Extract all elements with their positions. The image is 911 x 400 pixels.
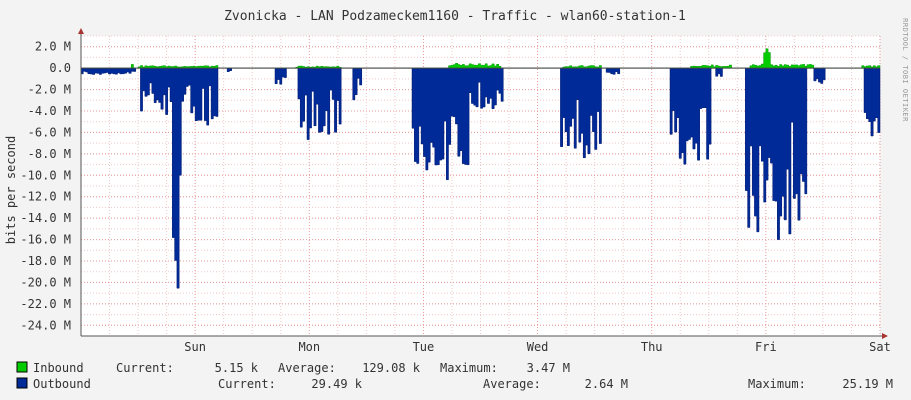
legend-inbound-maximum: 3.47 M [527,361,570,375]
x-tick-label: Mon [298,340,320,354]
x-tick-label: Wed [527,340,549,354]
y-tick-label: 0.0 [49,61,71,75]
legend-outbound-average: 2.64 M [585,377,628,391]
y-tick-label: -2.0 M [28,83,71,97]
y-tick-label: -8.0 M [28,147,71,161]
y-tick-label: -16.0 M [20,233,71,247]
legend-current-label: Current: [218,377,276,391]
x-tick-label: Sun [184,340,206,354]
y-tick-label: -6.0 M [28,125,71,139]
y-tick-label: -24.0 M [20,318,71,332]
y-tick-label: -12.0 M [20,190,71,204]
y-tick-label: -4.0 M [28,104,71,118]
legend-maximum-label: Maximum: [440,361,498,375]
x-tick-label: Fri [755,340,777,354]
y-tick-label: -22.0 M [20,297,71,311]
y-tick-label: -10.0 M [20,168,71,182]
y-tick-label: -20.0 M [20,275,71,289]
legend-label-inbound: Inbound [33,361,84,375]
x-tick-label: Tue [413,340,435,354]
legend-inbound-average: 129.08 k [362,361,421,375]
legend-label-outbound: Outbound [33,377,91,391]
chart-title: Zvonicka - LAN Podzameckem1160 - Traffic… [224,9,686,24]
x-axis-arrow [882,333,888,339]
legend-swatch-inbound [16,361,28,373]
y-axis-arrow [78,28,84,34]
series-inbound-area [80,48,881,69]
legend-average-label: Average: [278,361,336,375]
legend-maximum-label: Maximum: [748,377,806,391]
legend-outbound-current: 29.49 k [311,377,362,391]
legend: Inbound Current: 5.15 k Average: 129.08 k Max… [16,361,893,391]
y-tick-label: -18.0 M [20,254,71,268]
series-areas [80,48,881,289]
legend-current-label: Current: [116,361,174,375]
y-tick-label: -14.0 M [20,211,71,225]
x-tick-label: Sat [869,340,891,354]
legend-outbound-maximum: 25.19 M [842,377,893,391]
x-tick-labels: Sun Mon Tue Wed Thu Fri Sat [184,340,891,354]
watermark: RRDTOOL / TOBI OETIKER [901,18,909,122]
y-axis-label: bits per second [4,136,18,244]
series-outbound-area [80,67,881,289]
legend-inbound-current: 5.15 k [215,361,259,375]
legend-average-label: Average: [483,377,541,391]
y-tick-labels: 2.0 M 0.0 -2.0 M -4.0 M -6.0 M -8.0 M -10.0 M -… [20,40,71,333]
axes [78,28,888,339]
x-tick-label: Thu [641,340,663,354]
y-tick-label: 2.0 M [35,40,71,54]
legend-swatch-outbound [16,377,28,389]
